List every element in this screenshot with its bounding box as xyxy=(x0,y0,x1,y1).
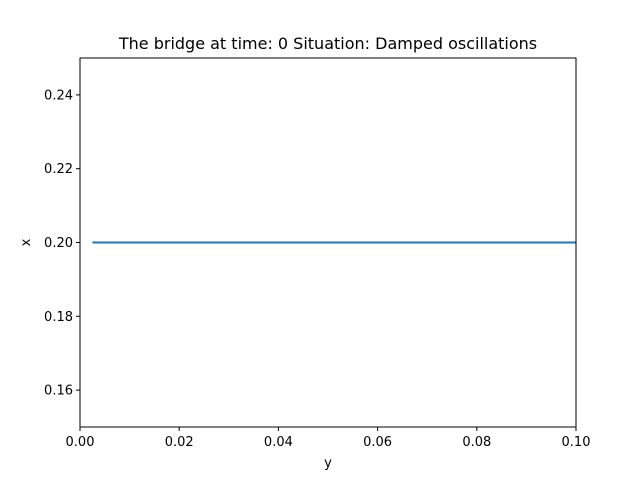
y-tick-label: 0.24 xyxy=(44,88,73,103)
x-axis-ticks: 0.00 0.02 0.04 0.06 0.08 0.10 xyxy=(66,427,591,450)
x-tick-label: 0.02 xyxy=(165,435,194,450)
x-tick-label: 0.04 xyxy=(264,435,293,450)
y-tick-label: 0.18 xyxy=(44,310,73,325)
y-axis-label: x xyxy=(19,238,34,246)
y-tick-label: 0.20 xyxy=(44,236,73,251)
x-axis-label: y xyxy=(324,456,332,471)
x-tick-label: 0.10 xyxy=(562,435,591,450)
chart-title: The bridge at time: 0 Situation: Damped … xyxy=(118,34,537,53)
y-axis-ticks: 0.16 0.18 0.20 0.22 0.24 xyxy=(44,88,80,399)
x-tick-label: 0.06 xyxy=(363,435,392,450)
x-tick-label: 0.08 xyxy=(462,435,491,450)
y-tick-label: 0.22 xyxy=(44,162,73,177)
x-tick-label: 0.00 xyxy=(66,435,95,450)
y-tick-label: 0.16 xyxy=(44,384,73,399)
